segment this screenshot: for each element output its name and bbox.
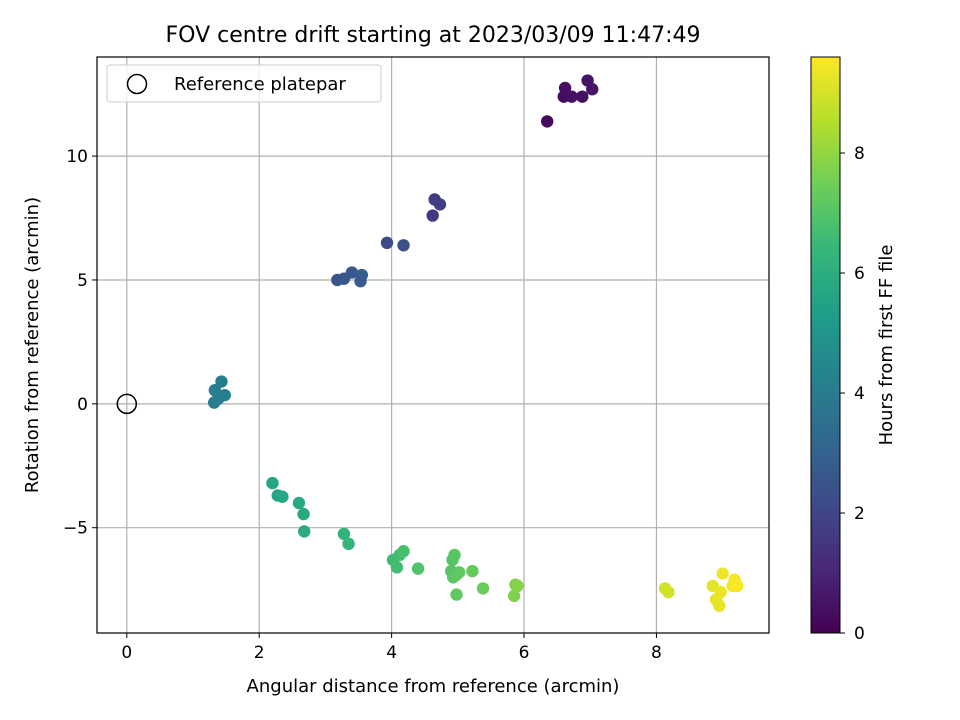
y-tick-label: 10 [66, 147, 88, 167]
colorbar-tick-label: 2 [854, 504, 865, 524]
x-tick-label: 8 [651, 643, 662, 663]
data-point [450, 588, 463, 601]
y-tick-label: 5 [77, 271, 88, 291]
data-point [426, 209, 439, 222]
data-point [448, 548, 461, 562]
data-point [586, 83, 599, 96]
x-axis-label: Angular distance from reference (arcmin) [247, 676, 620, 697]
colorbar: 0 2 4 6 8 Hours from first FF file [810, 56, 897, 644]
legend-reference-marker-icon [126, 73, 148, 95]
plot-area [96, 56, 770, 634]
data-point [297, 507, 310, 521]
data-point [397, 545, 410, 558]
data-point [662, 585, 675, 599]
colorbar-tick-label: 0 [854, 624, 865, 644]
data-point [345, 266, 359, 279]
plot-frame [96, 56, 770, 634]
data-points [116, 74, 744, 612]
data-point [507, 589, 521, 603]
data-point [716, 567, 729, 580]
data-point [713, 599, 726, 612]
y-tick-label: −5 [63, 519, 88, 539]
chart-title: FOV centre drift starting at 2023/03/09 … [166, 23, 701, 48]
colorbar-gradient [810, 56, 841, 634]
colorbar-ticks: 0 2 4 6 8 [840, 144, 865, 644]
data-point [355, 268, 369, 282]
x-tick-label: 0 [121, 643, 132, 663]
colorbar-tick-label: 4 [854, 384, 865, 404]
data-point [276, 490, 289, 503]
x-tick-label: 6 [519, 643, 530, 663]
data-point [411, 562, 425, 575]
data-point [337, 527, 351, 541]
data-point [342, 537, 355, 551]
x-tick-label: 2 [254, 643, 265, 663]
grid-lines [97, 57, 769, 633]
y-axis-ticks: −5 0 5 10 [63, 147, 97, 539]
data-point [452, 566, 466, 579]
data-point [292, 496, 306, 510]
data-point [390, 561, 404, 574]
data-point [731, 579, 744, 593]
data-point [380, 236, 394, 250]
data-point [266, 476, 279, 490]
data-point [298, 525, 311, 538]
x-axis-ticks: 0 2 4 6 8 [121, 633, 662, 663]
reference-platepar-marker [116, 393, 138, 415]
colorbar-tick-label: 8 [854, 144, 865, 164]
data-point [218, 388, 231, 402]
data-point [714, 585, 727, 599]
colorbar-tick-label: 6 [854, 264, 865, 284]
data-point [541, 115, 554, 128]
data-point [215, 375, 228, 388]
data-point [433, 198, 447, 211]
y-axis-label: Rotation from reference (arcmin) [22, 197, 43, 493]
data-point [576, 90, 589, 103]
legend-box [106, 64, 382, 103]
x-tick-label: 4 [386, 643, 397, 663]
colorbar-label: Hours from first FF file [876, 245, 897, 446]
data-point [476, 582, 490, 595]
data-point [565, 90, 578, 103]
legend: Reference platepar [106, 64, 382, 103]
data-point [466, 564, 479, 578]
y-tick-label: 0 [77, 395, 88, 415]
legend-label: Reference platepar [174, 74, 346, 95]
data-point [511, 579, 524, 593]
data-point [558, 81, 572, 95]
data-point [397, 239, 410, 252]
